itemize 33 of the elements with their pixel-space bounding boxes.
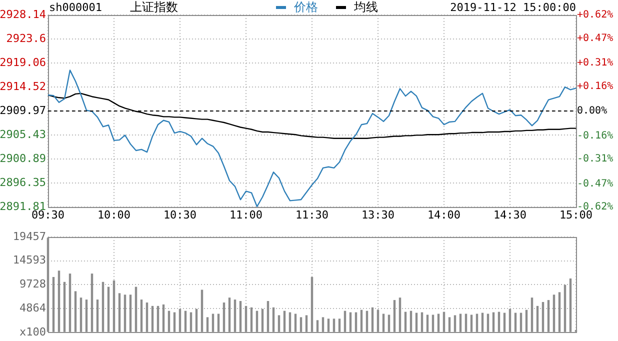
y-tick-label: 2900.89 <box>0 152 46 165</box>
y-tick-label: 2923.6 <box>6 32 46 45</box>
y-tick-label: 2905.43 <box>0 128 46 141</box>
y-tick-label: 2914.52 <box>0 80 46 93</box>
x-tick-label: 14:00 <box>427 208 461 222</box>
y2-tick-label: +0.62% <box>577 10 614 21</box>
x-tick-label: 14:30 <box>493 208 527 222</box>
y-tick-label: 2919.06 <box>0 56 46 69</box>
y-tick-label: 2909.97 <box>0 104 46 117</box>
y-tick-label: 2896.35 <box>0 176 46 189</box>
y2-tick-label: +0.16% <box>577 80 614 92</box>
y2-tick-label: 0.00% <box>577 106 608 117</box>
chart-title: 上证指数 <box>130 0 178 14</box>
y-tick-label: x100 <box>20 325 46 338</box>
x-tick-label: 11:00 <box>229 208 263 222</box>
legend-label: 均线 <box>354 0 378 14</box>
y2-tick-label: +0.31% <box>577 58 614 69</box>
y-tick-label: 14593 <box>12 254 46 267</box>
x-tick-label: 11:30 <box>295 208 329 222</box>
x-tick-label: 10:00 <box>97 208 131 222</box>
legend-label: 价格 <box>294 0 318 14</box>
y-tick-label: 19457 <box>12 230 46 243</box>
y2-tick-label: -0.47% <box>577 178 614 190</box>
y2-tick-label: +0.47% <box>577 32 614 44</box>
x-tick-label: 13:30 <box>361 208 395 222</box>
y2-tick-label: -0.31% <box>577 154 614 165</box>
y-tick-label: 2928.14 <box>0 8 46 21</box>
x-tick-label: 10:30 <box>163 208 197 222</box>
y-tick-label: 9728 <box>20 278 46 291</box>
y-tick-label: 4864 <box>20 301 46 314</box>
y2-tick-label: -0.16% <box>577 130 614 142</box>
text: 2019-11-12 15:00:00 <box>450 1 576 14</box>
chart-subtitle: sh000001 <box>49 1 102 14</box>
